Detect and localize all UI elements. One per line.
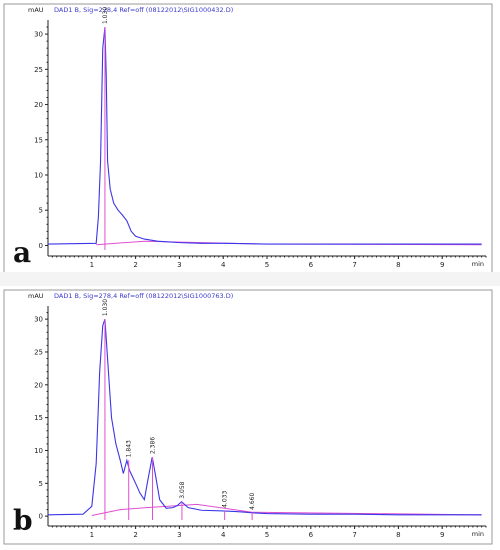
y-tick-label: 15 bbox=[34, 136, 43, 144]
y-axis-label: mAU bbox=[28, 6, 44, 14]
x-tick-label: 1 bbox=[90, 261, 94, 269]
y-tick-label: 20 bbox=[34, 381, 43, 389]
x-tick-label: 7 bbox=[352, 531, 356, 539]
x-tick-label: 3 bbox=[177, 261, 181, 269]
chromatogram-panel-b: DAD1 B, Sig=278,4 Ref=off (08122012\SIG1… bbox=[0, 286, 500, 550]
x-tick-label: 3 bbox=[177, 531, 181, 539]
x-tick-label: 9 bbox=[440, 261, 444, 269]
peak-label: 4.660 bbox=[249, 493, 256, 510]
chart-header: DAD1 B, Sig=278,4 Ref=off (08122012\SIG1… bbox=[54, 292, 233, 300]
x-tick-label: 7 bbox=[352, 261, 356, 269]
x-tick-label: 2 bbox=[133, 531, 137, 539]
peak-label: 1.030 bbox=[102, 7, 109, 24]
peak-label: 1.030 bbox=[102, 299, 109, 316]
x-axis-label: min bbox=[472, 530, 484, 538]
y-axis-label: mAU bbox=[28, 292, 44, 300]
x-tick-label: 4 bbox=[221, 261, 226, 269]
panel-separator bbox=[0, 272, 500, 286]
x-tick-label: 4 bbox=[221, 531, 226, 539]
panel-frame bbox=[3, 289, 493, 545]
y-tick-label: 5 bbox=[39, 480, 43, 488]
x-tick-label: 5 bbox=[265, 261, 269, 269]
panel-letter: a bbox=[13, 236, 31, 269]
y-tick-label: 20 bbox=[34, 101, 43, 109]
y-tick-label: 30 bbox=[34, 31, 43, 39]
y-tick-label: 30 bbox=[34, 316, 43, 324]
peak-label: 1.843 bbox=[126, 440, 133, 457]
y-tick-label: 10 bbox=[34, 171, 43, 179]
x-tick-label: 6 bbox=[309, 531, 314, 539]
y-tick-label: 0 bbox=[39, 513, 43, 521]
y-tick-label: 25 bbox=[34, 66, 43, 74]
chart-header: DAD1 B, Sig=278,4 Ref=off (08122012\SIG1… bbox=[54, 6, 233, 14]
panel-frame bbox=[3, 3, 493, 272]
peak-label: 4.033 bbox=[222, 491, 229, 508]
peak-label: 3.058 bbox=[179, 481, 186, 498]
panel-letter: b bbox=[13, 504, 33, 537]
chromatogram-trace bbox=[47, 318, 482, 516]
y-tick-label: 25 bbox=[34, 348, 43, 356]
y-tick-label: 10 bbox=[34, 447, 43, 455]
chromatogram-trace bbox=[47, 26, 482, 245]
chromatogram-b-plot: DAD1 B, Sig=278,4 Ref=off (08122012\SIG1… bbox=[3, 289, 493, 545]
x-tick-label: 8 bbox=[396, 531, 400, 539]
y-tick-label: 0 bbox=[39, 242, 43, 250]
x-tick-label: 2 bbox=[133, 261, 137, 269]
x-tick-label: 6 bbox=[309, 261, 314, 269]
chromatogram-a-plot: DAD1 B, Sig=278,4 Ref=off (08122012\SIG1… bbox=[3, 3, 493, 272]
x-axis-label: min bbox=[472, 260, 484, 268]
peak-label: 2.386 bbox=[150, 437, 157, 454]
x-tick-label: 9 bbox=[440, 531, 444, 539]
chromatogram-panel-a: DAD1 B, Sig=278,4 Ref=off (08122012\SIG1… bbox=[0, 0, 500, 272]
y-tick-label: 15 bbox=[34, 414, 43, 422]
x-tick-label: 8 bbox=[396, 261, 400, 269]
integration-baseline bbox=[91, 503, 482, 516]
x-tick-label: 5 bbox=[265, 531, 269, 539]
x-tick-label: 1 bbox=[90, 531, 94, 539]
y-tick-label: 5 bbox=[39, 207, 43, 215]
